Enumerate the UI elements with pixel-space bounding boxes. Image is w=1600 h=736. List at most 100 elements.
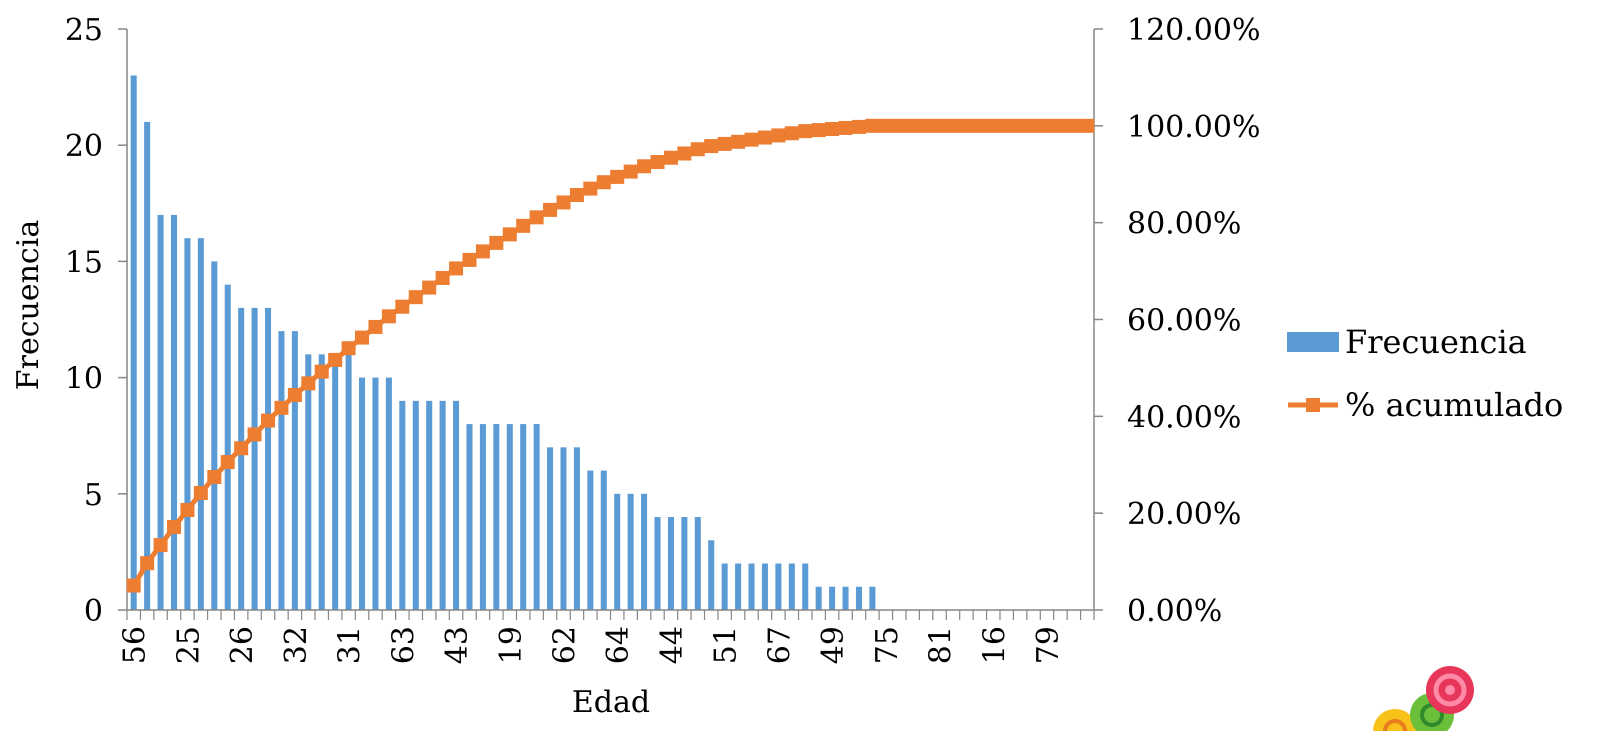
bar bbox=[533, 424, 540, 610]
bar bbox=[681, 517, 688, 610]
cumulative-marker bbox=[207, 469, 222, 484]
bar bbox=[708, 540, 715, 610]
bar bbox=[654, 517, 661, 610]
bar bbox=[788, 563, 795, 610]
cumulative-marker bbox=[1080, 118, 1095, 133]
cumulative-marker bbox=[1039, 118, 1054, 133]
cumulative-marker bbox=[663, 150, 678, 165]
bar bbox=[573, 447, 580, 610]
bars-layer bbox=[130, 75, 876, 611]
x-tick-label: 49 bbox=[816, 626, 851, 664]
legend-bar-swatch bbox=[1287, 332, 1339, 352]
cumulative-marker bbox=[972, 118, 987, 133]
y2-tick-label: 120.00% bbox=[1127, 13, 1260, 48]
cumulative-marker bbox=[395, 299, 410, 314]
cumulative-marker bbox=[153, 538, 168, 553]
cumulative-marker bbox=[583, 181, 598, 196]
bar bbox=[224, 284, 231, 610]
cumulative-marker bbox=[717, 136, 732, 151]
bar bbox=[251, 307, 258, 610]
bar bbox=[667, 517, 674, 610]
bar bbox=[130, 75, 137, 611]
x-tick-label: 79 bbox=[1031, 626, 1066, 664]
bar bbox=[869, 586, 876, 610]
bar bbox=[842, 586, 849, 610]
bar bbox=[345, 354, 352, 610]
bar bbox=[426, 400, 433, 610]
cumulative-marker bbox=[838, 120, 853, 135]
bar bbox=[815, 586, 822, 610]
candy-swirl-logo bbox=[1373, 666, 1474, 736]
y2-tick-label: 100.00% bbox=[1127, 110, 1260, 145]
bar bbox=[466, 424, 473, 610]
bar bbox=[265, 307, 272, 610]
y-tick-label: 5 bbox=[84, 478, 103, 513]
cumulative-marker bbox=[126, 578, 141, 593]
cumulative-line-layer bbox=[126, 118, 1095, 593]
cumulative-marker bbox=[368, 319, 383, 334]
cumulative-marker bbox=[1026, 118, 1041, 133]
cumulative-marker bbox=[475, 244, 490, 259]
cumulative-marker bbox=[449, 261, 464, 276]
bar bbox=[453, 400, 460, 610]
cumulative-marker bbox=[529, 210, 544, 225]
bar bbox=[372, 377, 379, 610]
cumulative-marker bbox=[435, 271, 450, 285]
cumulative-marker bbox=[462, 252, 477, 267]
cumulative-marker bbox=[287, 388, 302, 403]
bar bbox=[627, 493, 634, 610]
cumulative-marker bbox=[341, 341, 356, 356]
cumulative-marker bbox=[167, 520, 182, 534]
bar bbox=[493, 424, 500, 610]
cumulative-marker bbox=[945, 118, 960, 133]
cumulative-marker bbox=[247, 427, 262, 442]
cumulative-marker bbox=[704, 139, 719, 154]
bar bbox=[855, 586, 862, 610]
cumulative-marker bbox=[677, 146, 692, 161]
bar bbox=[318, 354, 325, 610]
bar bbox=[157, 214, 164, 611]
bar bbox=[412, 400, 419, 610]
cumulative-marker bbox=[784, 126, 799, 141]
bar bbox=[547, 447, 554, 610]
bar bbox=[479, 424, 486, 610]
bar bbox=[721, 563, 728, 610]
x-tick-label: 26 bbox=[225, 626, 260, 664]
cumulative-marker bbox=[865, 118, 880, 133]
cumulative-marker bbox=[489, 235, 504, 250]
bar bbox=[385, 377, 392, 610]
cumulative-marker bbox=[932, 118, 947, 133]
x-tick-label: 62 bbox=[547, 626, 582, 664]
y-tick-label: 25 bbox=[65, 13, 103, 48]
y-axis-title: Frecuencia bbox=[11, 220, 46, 391]
y2-tick-label: 40.00% bbox=[1127, 400, 1241, 435]
bar bbox=[238, 307, 245, 610]
cumulative-marker bbox=[731, 134, 746, 149]
cumulative-marker bbox=[825, 122, 840, 137]
cumulative-marker bbox=[355, 330, 370, 345]
x-tick-label: 51 bbox=[709, 626, 744, 664]
cumulative-marker bbox=[959, 118, 974, 133]
cumulative-marker bbox=[314, 364, 329, 379]
cumulative-marker bbox=[220, 455, 235, 470]
cumulative-marker bbox=[986, 118, 1001, 133]
bar bbox=[614, 493, 621, 610]
bar bbox=[359, 377, 366, 610]
cumulative-marker bbox=[422, 280, 437, 295]
cumulative-marker bbox=[556, 195, 571, 210]
legend-line-label: % acumulado bbox=[1345, 386, 1563, 424]
x-tick-label: 67 bbox=[762, 626, 797, 664]
y2-tick-label: 60.00% bbox=[1127, 304, 1241, 339]
x-tick-label: 25 bbox=[171, 626, 206, 664]
bar bbox=[291, 331, 298, 610]
bar bbox=[399, 400, 406, 610]
cumulative-marker bbox=[623, 164, 638, 179]
cumulative-marker bbox=[234, 441, 249, 456]
x-tick-label: 75 bbox=[870, 626, 905, 664]
bar bbox=[332, 354, 339, 610]
cumulative-marker bbox=[193, 485, 208, 500]
bar bbox=[600, 470, 607, 610]
bar bbox=[694, 517, 701, 610]
bar bbox=[278, 331, 285, 610]
x-tick-label: 32 bbox=[279, 626, 314, 664]
